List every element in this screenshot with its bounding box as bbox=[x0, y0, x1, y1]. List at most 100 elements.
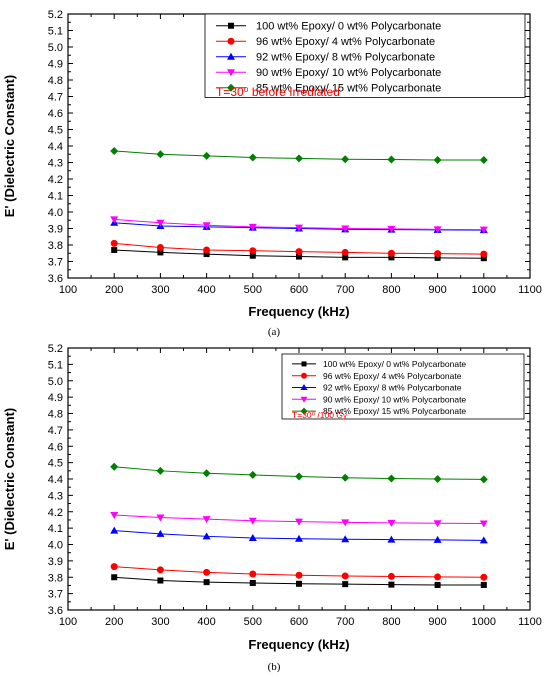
y-tick-label: 3.6 bbox=[48, 273, 63, 285]
data-point bbox=[434, 250, 442, 258]
data-point bbox=[434, 254, 441, 261]
data-point bbox=[480, 573, 488, 581]
y-tick-label: 4.6 bbox=[48, 108, 63, 120]
y-tick-label: 4.3 bbox=[48, 158, 63, 170]
x-tick-label: 100 bbox=[59, 616, 77, 628]
legend-label: 90 wt% Epoxy/ 10 wt% Polycarbonate bbox=[256, 67, 441, 79]
data-point bbox=[203, 246, 211, 254]
x-tick-label: 1000 bbox=[472, 284, 496, 296]
data-point bbox=[341, 248, 349, 256]
x-tick-label: 1000 bbox=[472, 616, 496, 628]
data-point bbox=[203, 251, 210, 258]
data-point bbox=[156, 466, 165, 475]
y-tick-label: 4.9 bbox=[48, 392, 63, 404]
data-point bbox=[156, 529, 165, 537]
y-tick-label: 4.4 bbox=[48, 141, 63, 153]
data-point bbox=[249, 570, 257, 578]
y-tick-label: 3.6 bbox=[48, 605, 63, 617]
y-tick-label: 3.9 bbox=[48, 224, 63, 236]
x-tick-label: 700 bbox=[336, 284, 354, 296]
x-tick-label: 600 bbox=[290, 284, 308, 296]
data-point bbox=[341, 519, 350, 527]
y-tick-label: 3.7 bbox=[48, 257, 63, 269]
data-point bbox=[295, 518, 303, 526]
data-point bbox=[480, 581, 487, 588]
data-point bbox=[342, 581, 349, 588]
data-point bbox=[248, 470, 257, 479]
data-point bbox=[248, 223, 257, 231]
y-axis-title: E' (Dielectric Constant) bbox=[2, 408, 17, 551]
y-tick-label: 4.5 bbox=[48, 458, 63, 470]
x-tick-label: 500 bbox=[244, 616, 262, 628]
y-tick-label: 4.1 bbox=[48, 523, 63, 535]
data-point bbox=[479, 475, 488, 484]
y-tick-label: 3.8 bbox=[48, 572, 63, 584]
y-tick-label: 5.2 bbox=[48, 9, 63, 21]
data-point bbox=[202, 222, 211, 230]
legend-marker bbox=[227, 52, 235, 60]
legend-label: 90 wt% Epoxy/ 10 wt% Polycarbonate bbox=[323, 394, 466, 404]
series-2 bbox=[110, 563, 488, 581]
data-point bbox=[388, 581, 395, 588]
x-tick-label: 900 bbox=[428, 616, 446, 628]
legend-marker bbox=[227, 83, 235, 92]
x-tick-label: 100 bbox=[59, 284, 77, 296]
legend-label: 92 wt% Epoxy/ 8 wt% Polycarbonate bbox=[256, 52, 435, 64]
data-point bbox=[480, 250, 488, 258]
y-tick-label: 5.0 bbox=[48, 42, 63, 54]
data-point bbox=[341, 572, 349, 580]
y-tick-label: 5.2 bbox=[48, 343, 63, 355]
data-point bbox=[202, 151, 211, 160]
x-tick-label: 200 bbox=[105, 616, 123, 628]
legend-marker bbox=[301, 372, 307, 379]
data-point bbox=[479, 226, 488, 234]
x-tick-label: 400 bbox=[197, 284, 215, 296]
chart-panel-a: 100 200 300 400 500 600 700 800 900 1000 1100 3.6 3.… bbox=[2, 9, 542, 338]
data-point bbox=[342, 254, 349, 261]
y-tick-label: 4.2 bbox=[48, 507, 63, 519]
data-point bbox=[480, 255, 487, 262]
data-point bbox=[433, 475, 442, 483]
data-point bbox=[203, 568, 211, 576]
y-axis-title: E' (Dielectric Constant) bbox=[2, 75, 17, 218]
data-point bbox=[388, 254, 395, 261]
legend-marker bbox=[228, 22, 234, 29]
x-tick-label: 700 bbox=[336, 616, 354, 628]
data-point bbox=[387, 249, 395, 257]
data-point bbox=[341, 535, 350, 543]
data-point bbox=[479, 156, 488, 165]
y-tick-label: 5.1 bbox=[48, 359, 63, 371]
data-point bbox=[387, 155, 396, 164]
data-point bbox=[479, 536, 488, 544]
data-point bbox=[434, 573, 442, 581]
figure-caption: (a) bbox=[268, 326, 281, 338]
y-tick-label: 5.1 bbox=[48, 26, 63, 38]
data-point bbox=[434, 581, 441, 588]
legend-marker bbox=[227, 69, 235, 77]
data-point bbox=[202, 469, 211, 478]
series-2 bbox=[110, 239, 488, 258]
x-tick-label: 800 bbox=[382, 284, 400, 296]
data-point bbox=[110, 239, 118, 247]
series-4 bbox=[110, 216, 488, 234]
data-point bbox=[295, 472, 303, 481]
y-tick-label: 4.2 bbox=[48, 174, 63, 186]
x-tick-label: 1100 bbox=[518, 284, 542, 296]
data-point bbox=[110, 526, 119, 534]
legend-marker bbox=[300, 407, 308, 415]
data-point bbox=[433, 226, 442, 234]
data-point bbox=[295, 154, 303, 163]
data-point bbox=[296, 580, 302, 587]
data-point bbox=[249, 252, 256, 259]
data-point bbox=[203, 579, 210, 586]
x-tick-label: 600 bbox=[290, 616, 308, 628]
series-5 bbox=[110, 462, 488, 484]
data-point bbox=[111, 246, 118, 253]
x-axis-title: Frequency (kHz) bbox=[248, 304, 349, 319]
data-point bbox=[248, 533, 257, 541]
data-point bbox=[387, 519, 396, 527]
data-point bbox=[156, 566, 164, 574]
y-tick-label: 4.1 bbox=[48, 191, 63, 203]
temperature-annotation: T=30⁰ before Irrediated bbox=[216, 85, 340, 99]
